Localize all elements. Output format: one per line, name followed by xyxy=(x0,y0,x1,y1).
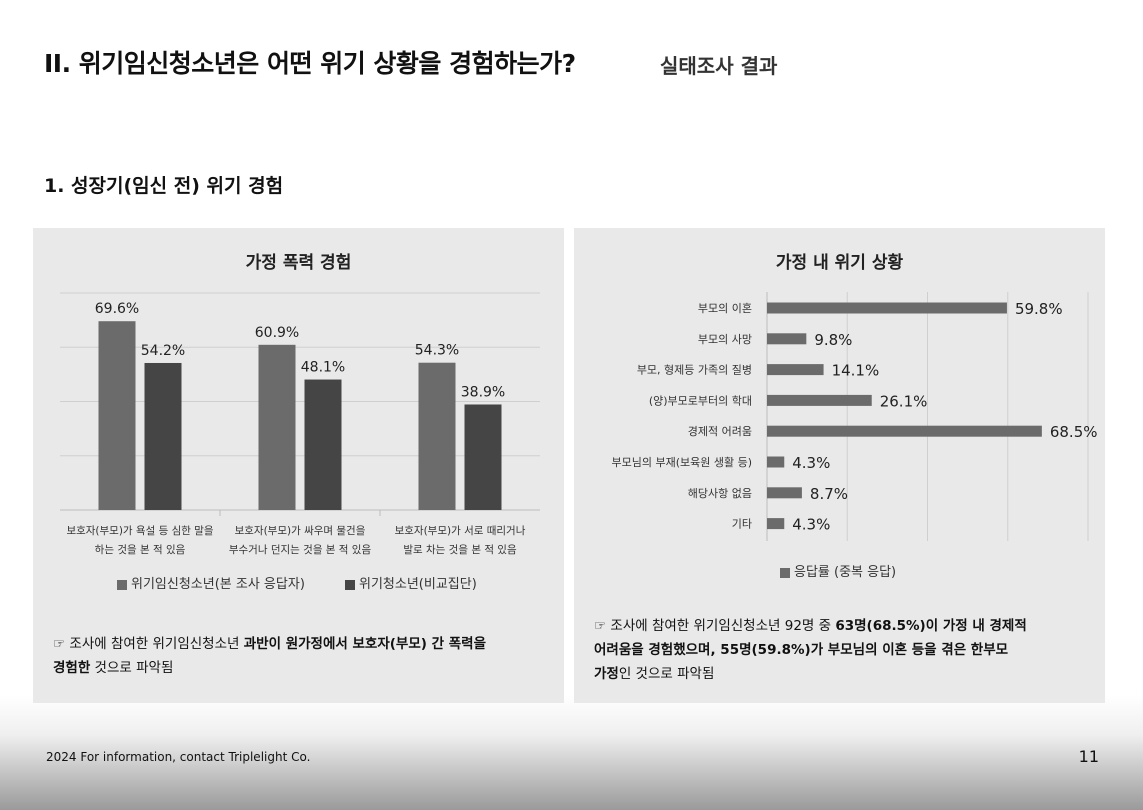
data-label: 54.3% xyxy=(415,343,459,359)
bar xyxy=(767,425,1042,437)
data-label: 69.6% xyxy=(95,301,139,317)
bar xyxy=(767,364,824,376)
bar xyxy=(418,362,456,510)
category-label: 보호자(부모)가 서로 때리거나 xyxy=(395,525,526,537)
note-text: 인 것으로 파악됨 xyxy=(618,666,715,682)
analysis-note: ☞ 조사에 참여한 위기임신청소년 92명 중 63명(68.5%)이 가정 내… xyxy=(594,614,1094,686)
category-label: 부모의 이혼 xyxy=(698,302,752,315)
bar xyxy=(767,333,807,345)
legend-item-series-b: 위기청소년(비교집단) xyxy=(345,573,477,592)
footer-contact: 2024 For information, contact Tripleligh… xyxy=(46,750,311,764)
note-emphasis: 63명(68.5%)이 가정 내 경제적 xyxy=(835,618,1027,634)
category-label: 보호자(부모)가 욕설 등 심한 말을 xyxy=(66,525,213,537)
note-text: 조사에 참여한 위기임신청소년 92명 중 xyxy=(606,618,836,634)
data-label: 4.3% xyxy=(792,454,830,472)
data-label: 60.9% xyxy=(255,325,299,341)
note-text: 조사에 참여한 위기임신청소년 xyxy=(65,636,244,652)
bar xyxy=(258,344,296,510)
category-label: 부모님의 부재(보육원 생활 등) xyxy=(611,455,752,469)
legend-label: 위기청소년(비교집단) xyxy=(359,577,477,592)
legend-swatch-icon xyxy=(117,579,127,590)
chart-title: 가정 폭력 경험 xyxy=(245,253,352,273)
bar xyxy=(767,487,802,499)
chart-title: 가정 내 위기 상황 xyxy=(775,253,904,273)
category-label: 기타 xyxy=(732,518,752,531)
data-label: 38.9% xyxy=(461,384,505,400)
data-label: 4.3% xyxy=(792,516,830,534)
legend-item-series-a: 위기임신청소년(본 조사 응답자) xyxy=(117,573,305,592)
legend-label: 응답률 (중복 응답) xyxy=(794,565,897,580)
data-label: 14.1% xyxy=(832,362,880,380)
data-label: 8.7% xyxy=(810,485,848,503)
bar xyxy=(767,394,872,406)
bar xyxy=(304,379,342,510)
category-label: 부수거나 던지는 것을 본 적 있음 xyxy=(229,544,372,556)
data-label: 9.8% xyxy=(814,331,852,349)
data-label: 59.8% xyxy=(1015,300,1063,318)
note-emphasis: 경험한 xyxy=(53,660,91,676)
bar xyxy=(767,456,785,468)
note-emphasis: 어려움을 경험했으며, 55명(59.8%)가 부모님의 이혼 등을 겪은 한부… xyxy=(594,642,1009,658)
page-number: 11 xyxy=(1078,747,1099,766)
family-crisis-panel: 가정 내 위기 상황 부모의 이혼 59.8% 부모의 사망 9.8% 부모, 형제등 … xyxy=(574,228,1105,703)
note-text: 것으로 파악됨 xyxy=(90,660,174,676)
category-label: 보호자(부모)가 싸우며 물건을 xyxy=(235,525,366,537)
pointing-hand-icon: ☞ xyxy=(594,618,607,634)
page-title: II. 위기임신청소년은 어떤 위기 상황을 경험하는가? xyxy=(44,49,576,78)
bar xyxy=(98,321,136,510)
pointing-hand-icon: ☞ xyxy=(53,636,66,652)
data-label: 48.1% xyxy=(301,360,345,376)
analysis-note: ☞ 조사에 참여한 위기임신청소년 과반이 원가정에서 보호자(부모) 간 폭력… xyxy=(53,632,548,680)
bar xyxy=(464,404,502,510)
data-label: 54.2% xyxy=(141,343,185,359)
data-label: 68.5% xyxy=(1050,423,1098,441)
bar xyxy=(144,362,182,510)
note-emphasis: 과반이 원가정에서 보호자(부모) 간 폭력을 xyxy=(243,636,487,652)
category-label: (양)부모로부터의 학대 xyxy=(649,394,752,407)
category-label: 부모, 형제등 가족의 질병 xyxy=(637,364,752,377)
bar xyxy=(767,302,1007,314)
category-label: 부모의 사망 xyxy=(698,333,752,346)
legend-swatch-icon xyxy=(780,567,790,578)
category-label: 하는 것을 본 적 있음 xyxy=(95,543,186,556)
category-label: 발로 차는 것을 본 적 있음 xyxy=(403,544,517,556)
data-label: 26.1% xyxy=(880,392,928,410)
category-label: 경제적 어려움 xyxy=(688,425,752,438)
category-label: 해당사항 없음 xyxy=(688,486,752,500)
section-title: 1. 성장기(임신 전) 위기 경험 xyxy=(44,175,284,197)
legend-item-response-rate: 응답률 (중복 응답) xyxy=(780,561,896,580)
family-crisis-chart: 부모의 이혼 59.8% 부모의 사망 9.8% 부모, 형제등 가족의 질병 14.1%… xyxy=(611,292,1098,541)
legend-label: 위기임신청소년(본 조사 응답자) xyxy=(131,577,305,592)
legend-swatch-icon xyxy=(345,579,355,590)
page-subtitle: 실태조사 결과 xyxy=(660,54,778,78)
note-emphasis: 가정 xyxy=(594,666,619,682)
bar xyxy=(767,518,785,530)
footer-background xyxy=(0,695,1143,810)
